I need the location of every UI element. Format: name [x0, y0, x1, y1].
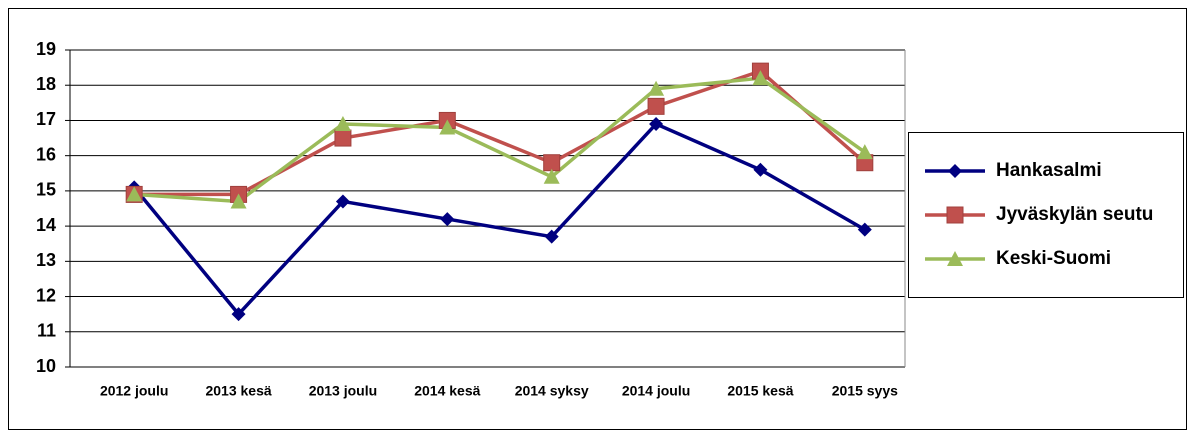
marker	[230, 193, 247, 209]
series-line	[134, 69, 866, 197]
legend-label: Jyväskylän seutu	[996, 204, 1153, 225]
marker	[439, 119, 456, 135]
y-tick-label: 19	[36, 39, 56, 59]
x-tick-label: 2015 kesä	[727, 383, 793, 399]
marker	[649, 116, 664, 131]
y-tick-label: 10	[36, 356, 56, 376]
y-tick-label: 11	[37, 321, 56, 341]
marker	[334, 129, 352, 147]
legend-marker	[948, 164, 962, 178]
y-tick-label: 17	[36, 109, 56, 129]
marker	[544, 229, 559, 244]
marker	[334, 115, 351, 131]
legend-marker	[946, 206, 964, 224]
marker	[752, 70, 769, 86]
legend-label: Keski-Suomi	[996, 248, 1111, 269]
legend-label: Hankasalmi	[996, 160, 1102, 181]
x-tick-label: 2013 joulu	[309, 383, 377, 399]
marker	[231, 307, 246, 322]
series-line	[134, 76, 866, 204]
y-tick-label: 12	[36, 285, 56, 305]
y-tick-label: 13	[36, 250, 56, 270]
x-tick-label: 2012 joulu	[100, 383, 168, 399]
marker	[648, 80, 665, 96]
marker	[856, 144, 873, 160]
x-tick-label: 2015 syys	[832, 383, 898, 399]
y-tick-label: 16	[36, 144, 56, 164]
chart-border	[8, 8, 1187, 430]
x-tick-label: 2014 syksy	[515, 383, 589, 399]
marker	[335, 194, 350, 209]
marker	[440, 212, 455, 227]
y-tick-label: 15	[36, 180, 56, 200]
x-tick-label: 2014 joulu	[622, 383, 690, 399]
marker	[753, 162, 768, 177]
series-line	[132, 121, 866, 317]
marker	[543, 168, 560, 184]
marker	[126, 186, 143, 202]
legend-marker	[947, 251, 963, 266]
x-tick-label: 2014 kesä	[414, 383, 480, 399]
x-tick-label: 2013 kesä	[205, 383, 271, 399]
y-tick-label: 18	[36, 74, 56, 94]
marker	[543, 154, 561, 172]
marker	[647, 97, 665, 115]
y-tick-label: 14	[36, 215, 56, 235]
marker	[857, 222, 872, 237]
